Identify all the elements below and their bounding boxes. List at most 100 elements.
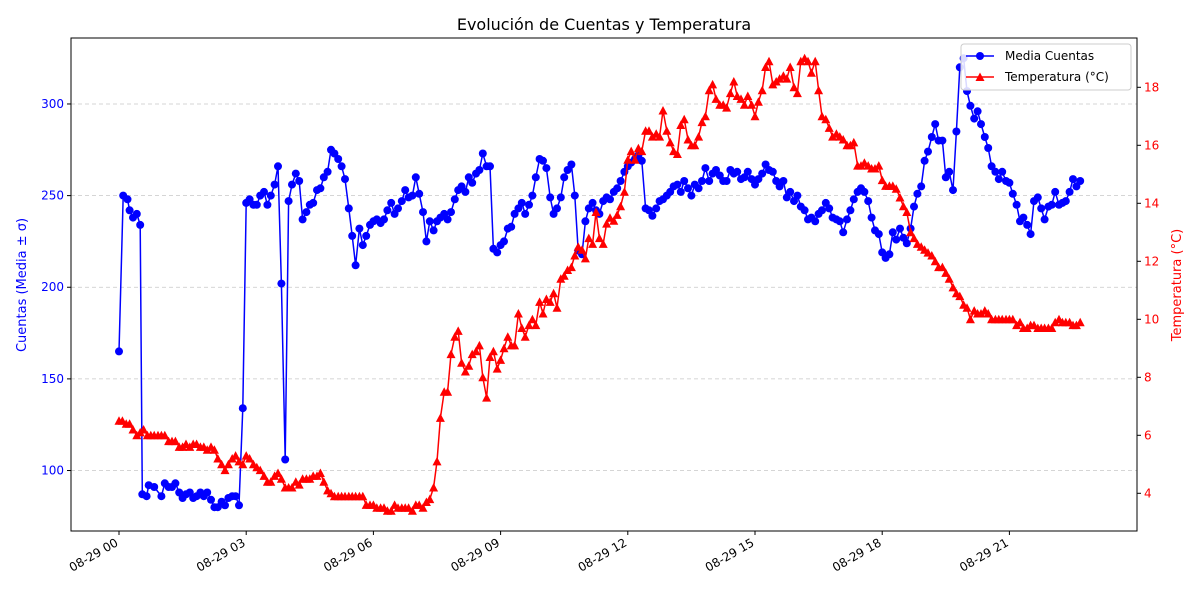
point-media-cuentas-128 (570, 191, 579, 200)
point-media-cuentas-166 (705, 177, 714, 185)
point-temperatura-167 (704, 85, 714, 95)
point-temperatura-205 (838, 135, 848, 144)
point-media-cuentas-8 (142, 492, 151, 501)
point-media-cuentas-205 (843, 215, 851, 224)
point-temperatura-97 (457, 358, 467, 367)
point-temperatura-49 (287, 483, 297, 492)
point-media-cuentas-189 (786, 187, 795, 196)
point-media-cuentas-193 (800, 206, 809, 215)
point-media-cuentas-32 (231, 492, 240, 501)
x-tick-label-0: 08-29 00 (67, 535, 121, 574)
point-temperatura-255 (1015, 317, 1025, 327)
point-media-cuentas-198 (818, 206, 826, 215)
point-temperatura-233 (937, 262, 947, 272)
point-temperatura-264 (1047, 323, 1057, 332)
point-temperatura-153 (655, 132, 665, 141)
point-media-cuentas-41 (263, 200, 272, 209)
point-temperatura-106 (488, 346, 498, 356)
point-temperatura-33 (231, 451, 241, 460)
point-temperatura-83 (407, 506, 417, 515)
y-left-tick-label-200: 200 (41, 280, 64, 294)
point-media-cuentas-84 (415, 189, 424, 198)
point-temperatura-221 (895, 193, 905, 202)
point-temperatura-178 (743, 91, 753, 100)
point-temperatura-115 (520, 332, 530, 341)
point-media-cuentas-64 (344, 204, 353, 213)
point-temperatura-158 (672, 149, 682, 158)
point-temperatura-100 (467, 349, 477, 359)
point-media-cuentas-160 (684, 184, 692, 193)
point-temperatura-77 (386, 506, 396, 515)
point-media-cuentas-29 (221, 501, 229, 510)
point-media-cuentas-15 (171, 479, 180, 488)
point-media-cuentas-228 (924, 147, 932, 156)
point-media-cuentas-68 (358, 241, 367, 250)
point-temperatura-177 (739, 100, 749, 109)
point-media-cuentas-232 (938, 136, 947, 145)
point-media-cuentas-217 (885, 250, 894, 259)
point-media-cuentas-11 (157, 492, 166, 501)
point-media-cuentas-83 (411, 173, 420, 182)
point-temperatura-136 (594, 233, 604, 243)
point-temperatura-4 (128, 425, 138, 434)
point-temperatura-197 (810, 56, 820, 66)
series-layer (114, 53, 1085, 515)
point-media-cuentas-44 (274, 162, 282, 171)
point-media-cuentas-261 (1040, 215, 1049, 224)
point-media-cuentas-150 (648, 211, 657, 220)
point-temperatura-118 (531, 320, 541, 330)
point-temperatura-128 (566, 262, 576, 272)
point-media-cuentas-244 (980, 133, 989, 141)
point-media-cuentas-252 (1008, 189, 1017, 198)
point-temperatura-109 (499, 343, 509, 353)
point-media-cuentas-247 (991, 167, 1000, 176)
point-media-cuentas-74 (380, 215, 388, 224)
point-media-cuentas-222 (902, 239, 911, 248)
point-media-cuentas-40 (260, 187, 268, 196)
point-media-cuentas-164 (698, 177, 706, 185)
point-temperatura-27 (209, 445, 219, 454)
point-temperatura-187 (775, 74, 785, 83)
point-temperatura-143 (619, 187, 629, 196)
point-temperatura-138 (602, 219, 612, 228)
point-temperatura-183 (761, 62, 771, 71)
point-temperatura-179 (747, 100, 757, 109)
point-media-cuentas-255 (1019, 213, 1028, 222)
point-temperatura-173 (725, 88, 735, 98)
point-media-cuentas-43 (270, 180, 279, 189)
y-left-tick-label-150: 150 (41, 372, 64, 386)
point-temperatura-168 (708, 79, 718, 89)
point-temperatura-28 (213, 454, 223, 463)
point-media-cuentas-256 (1023, 220, 1032, 229)
point-media-cuentas-34 (238, 404, 247, 413)
point-media-cuentas-259 (1033, 193, 1042, 202)
point-temperatura-184 (764, 56, 774, 66)
point-temperatura-230 (927, 251, 937, 260)
point-media-cuentas-210 (860, 187, 869, 196)
point-media-cuentas-253 (1012, 200, 1021, 209)
y-left-tick-label-100: 100 (41, 464, 64, 478)
series-temperatura (114, 53, 1085, 515)
point-temperatura-37 (245, 454, 255, 463)
point-media-cuentas-171 (722, 177, 731, 185)
point-temperatura-151 (647, 132, 657, 141)
point-temperatura-240 (962, 303, 972, 312)
point-temperatura-236 (948, 282, 958, 292)
point-temperatura-134 (588, 239, 598, 248)
y-right-tick-label-6: 6 (1144, 428, 1152, 442)
x-tick-label-3: 08-29 09 (448, 535, 502, 574)
point-temperatura-46 (276, 474, 286, 483)
point-media-cuentas-62 (337, 162, 346, 171)
x-tick-label-7: 08-29 21 (957, 535, 1011, 574)
point-temperatura-225 (909, 233, 919, 243)
point-media-cuentas-46 (281, 455, 290, 464)
point-temperatura-124 (552, 303, 562, 312)
point-media-cuentas-50 (295, 177, 304, 185)
point-temperatura-165 (697, 117, 707, 127)
point-temperatura-45 (273, 468, 283, 477)
point-temperatura-25 (202, 445, 212, 454)
point-temperatura-200 (821, 114, 831, 124)
point-media-cuentas-184 (768, 167, 777, 176)
point-media-cuentas-159 (680, 177, 689, 185)
point-media-cuentas-54 (309, 198, 318, 207)
